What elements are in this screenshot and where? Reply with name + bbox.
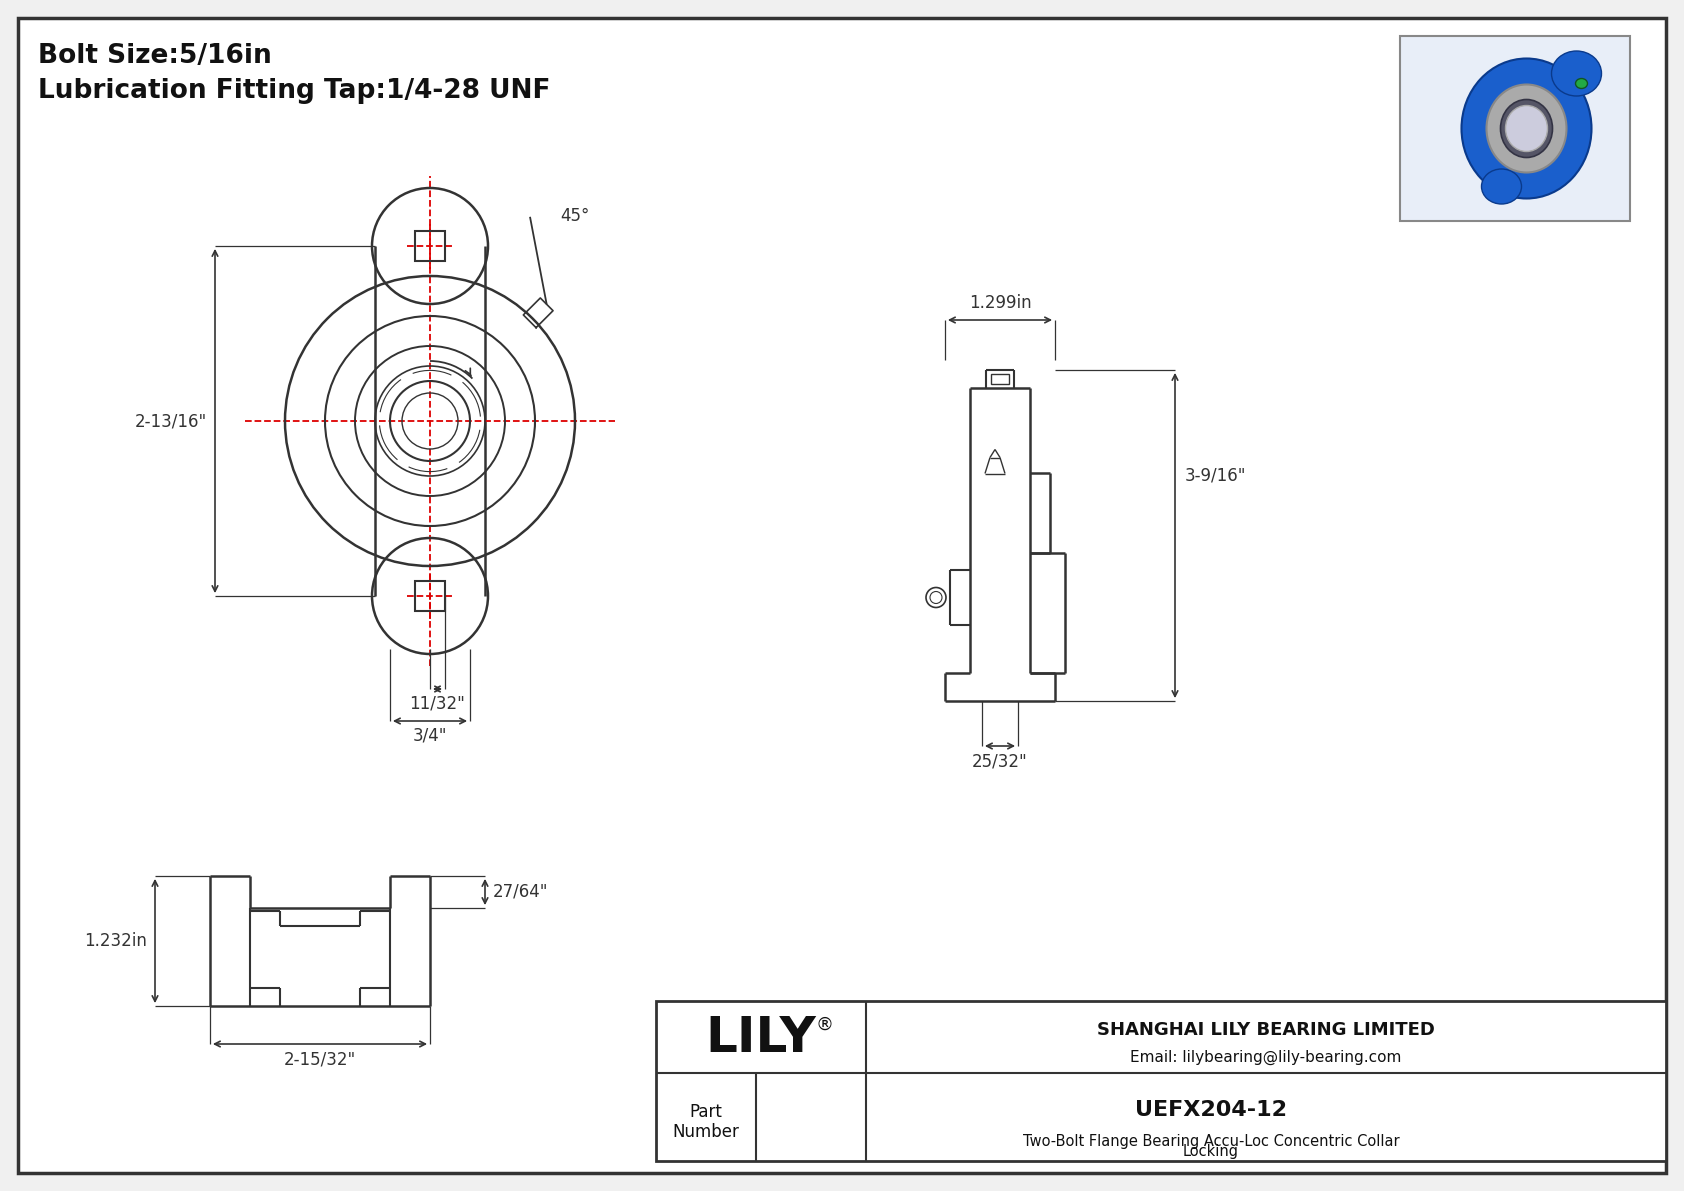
- Bar: [990, 374, 1009, 384]
- Text: 1.232in: 1.232in: [84, 933, 147, 950]
- Text: 3/4": 3/4": [413, 727, 448, 746]
- Ellipse shape: [1551, 51, 1601, 96]
- Text: 1.299in: 1.299in: [968, 294, 1031, 312]
- Text: Part
Number: Part Number: [672, 1103, 739, 1141]
- Text: UEFX204-12: UEFX204-12: [1135, 1099, 1287, 1120]
- Text: 2-15/32": 2-15/32": [285, 1050, 355, 1070]
- Ellipse shape: [1462, 58, 1591, 199]
- Text: Bolt Size:5/16in: Bolt Size:5/16in: [39, 43, 271, 69]
- Ellipse shape: [1487, 85, 1566, 173]
- Ellipse shape: [1482, 169, 1522, 204]
- Text: Two-Bolt Flange Bearing Accu-Loc Concentric Collar: Two-Bolt Flange Bearing Accu-Loc Concent…: [1022, 1134, 1399, 1149]
- Ellipse shape: [1505, 106, 1548, 151]
- Text: SHANGHAI LILY BEARING LIMITED: SHANGHAI LILY BEARING LIMITED: [1096, 1021, 1435, 1039]
- Text: Lubrication Fitting Tap:1/4-28 UNF: Lubrication Fitting Tap:1/4-28 UNF: [39, 77, 551, 104]
- Text: Email: lilybearing@lily-bearing.com: Email: lilybearing@lily-bearing.com: [1130, 1049, 1401, 1065]
- Text: 2-13/16": 2-13/16": [135, 412, 207, 430]
- Ellipse shape: [1576, 79, 1588, 88]
- Text: Locking: Locking: [1182, 1143, 1239, 1159]
- Text: 45°: 45°: [561, 207, 589, 225]
- Ellipse shape: [1500, 100, 1553, 157]
- Bar: [1399, 36, 1630, 222]
- Text: ®: ®: [815, 1016, 834, 1034]
- Text: 25/32": 25/32": [972, 753, 1027, 771]
- Bar: [414, 581, 445, 611]
- Text: LILY: LILY: [706, 1014, 817, 1062]
- Text: 11/32": 11/32": [409, 696, 465, 713]
- Text: 3-9/16": 3-9/16": [1186, 467, 1246, 485]
- Text: 27/64": 27/64": [493, 883, 549, 902]
- Bar: [414, 231, 445, 261]
- Bar: [657, 1000, 1665, 1161]
